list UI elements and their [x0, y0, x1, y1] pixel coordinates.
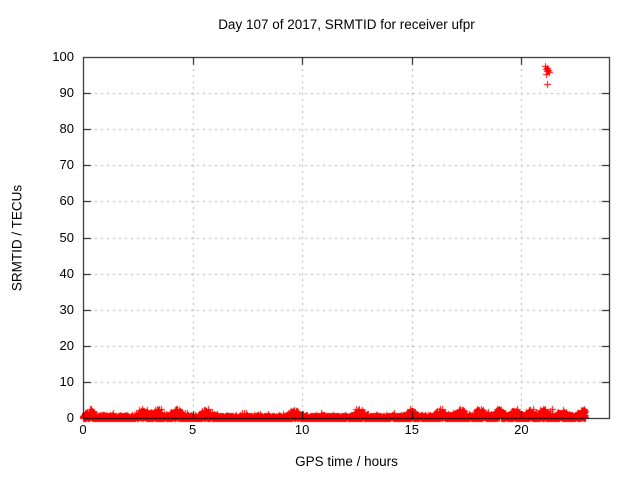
x-tick-label: 15: [404, 422, 419, 437]
chart-title: Day 107 of 2017, SRMTID for receiver ufp…: [218, 17, 475, 32]
x-axis-label: GPS time / hours: [295, 454, 398, 469]
y-tick-label: 60: [59, 193, 74, 209]
y-tick-label: 90: [59, 85, 74, 101]
y-tick-label: 70: [59, 157, 74, 173]
x-tick-label: 5: [188, 422, 197, 437]
x-tick-label: 10: [294, 422, 310, 437]
y-tick-label: 40: [59, 265, 74, 281]
x-tick-label: 20: [514, 422, 529, 437]
y-tick-label: 80: [59, 121, 74, 137]
y-tick-label: 20: [59, 337, 74, 353]
y-tick-label: 30: [59, 301, 74, 317]
y-tick-label: 10: [59, 373, 74, 389]
y-tick-label: 50: [59, 229, 74, 245]
y-tick-label: 0: [66, 410, 74, 425]
y-tick-label: 100: [52, 49, 74, 64]
x-tick-label: 0: [79, 422, 87, 437]
